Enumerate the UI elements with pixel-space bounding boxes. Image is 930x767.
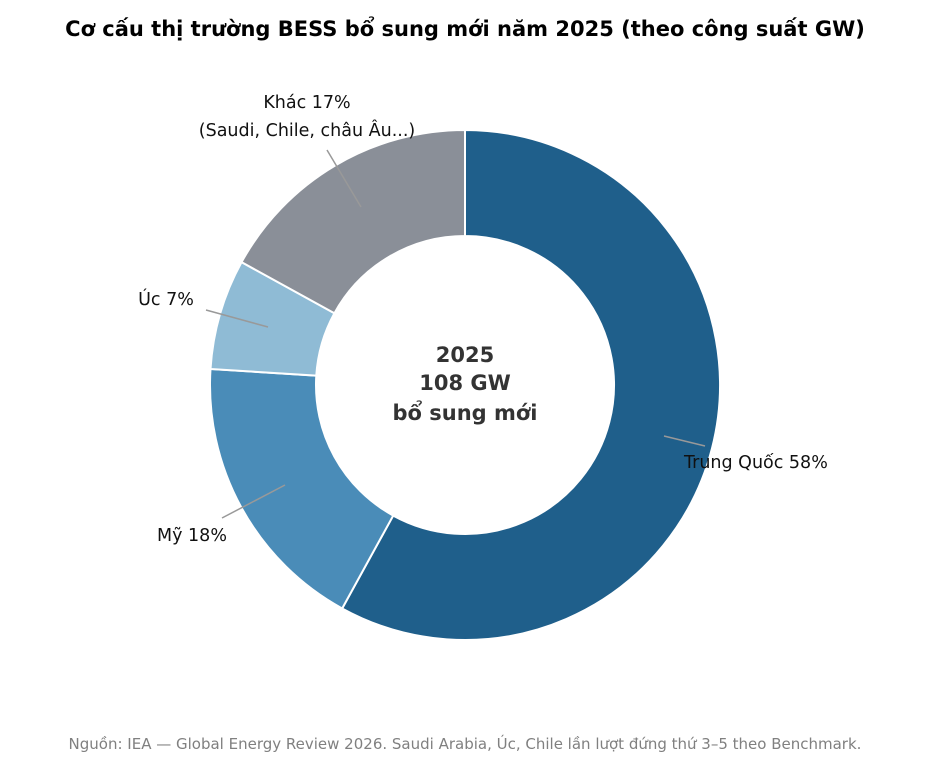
slice-labels-layer: Trung Quốc 58% Mỹ 18% Úc 7% Khác 17% (Saudi,… xyxy=(138,93,828,546)
chart-title: Cơ cấu thị trường BESS bổ sung mới năm 2… xyxy=(65,16,865,41)
slice-label: Khác 17% xyxy=(263,93,350,113)
slices-layer xyxy=(209,128,721,641)
source-note: Nguồn: IEA — Global Energy Review 2026. … xyxy=(69,734,862,753)
center-label: 2025 108 GW bổ sung mới xyxy=(392,343,537,425)
center-label-capacity: 108 GW xyxy=(419,371,511,395)
slice-label-note: (Saudi, Chile, châu Âu...) xyxy=(199,119,415,141)
slice-label: Trung Quốc 58% xyxy=(683,452,828,473)
leader-line xyxy=(221,484,286,519)
slice-mỹ xyxy=(209,367,395,610)
slice-label: Mỹ 18% xyxy=(157,526,227,546)
slice-khác xyxy=(240,128,466,315)
center-label-caption: bổ sung mới xyxy=(392,400,537,425)
center-label-year: 2025 xyxy=(436,343,494,367)
leader-line xyxy=(205,309,269,328)
slice-trung-quốc xyxy=(340,128,721,641)
leader-line xyxy=(326,149,362,208)
slice-label: Úc 7% xyxy=(138,288,194,310)
leader-line xyxy=(663,435,706,447)
